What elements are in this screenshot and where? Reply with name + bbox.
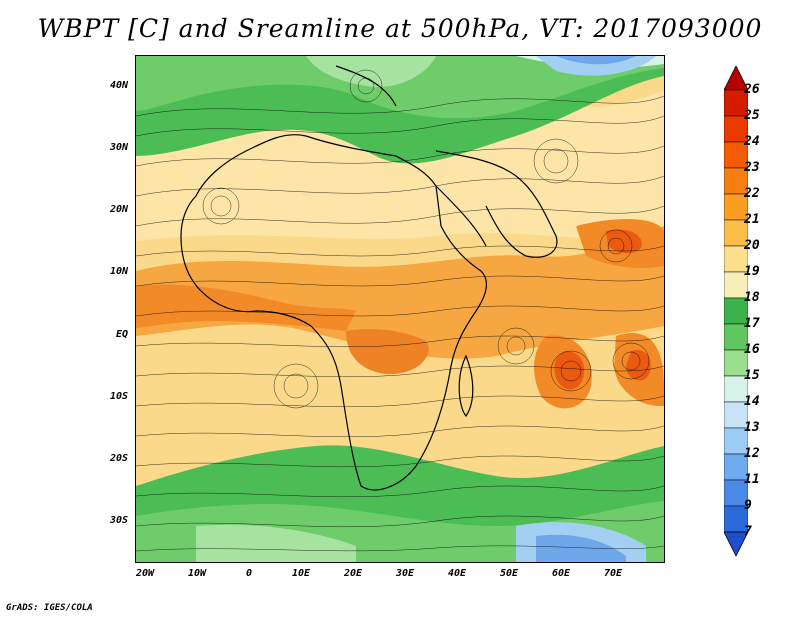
colorbar-segment [724,89,748,117]
colorbar-segment [724,505,748,533]
colorbar-label: 18 [744,290,760,305]
lon-label-60e: 60E [551,568,571,579]
colorbar-label: 15 [744,368,760,383]
lat-label-10n: 10N [109,266,128,277]
colorbar-segment [724,427,748,455]
footer-credit: GrADS: IGES/COLA [6,603,93,613]
lat-label-30n: 30N [109,142,128,153]
lon-label-30e: 30E [395,568,415,579]
streamline-map [135,55,665,563]
colorbar-label: 25 [744,108,760,123]
lon-label-70e: 70E [603,568,623,579]
map-title: WBPT [C] and Sreamline at 500hPa, VT: 20… [37,14,763,43]
lat-label-40n: 40N [109,80,128,91]
lon-label-20w: 20W [135,568,155,579]
colorbar-segment [724,245,748,273]
colorbar-label: 7 [744,524,752,539]
lon-label-0: 0 [245,568,253,579]
lat-label-eq: EQ [115,329,128,340]
colorbar-segment [724,479,748,507]
colorbar-label: 11 [744,472,760,487]
colorbar-segment [724,401,748,429]
colorbar-segment [724,297,748,325]
colorbar-label: 22 [744,186,760,201]
lat-label-20n: 20N [109,204,128,215]
colorbar-bottom-triangle [724,531,748,556]
colorbar-segment [724,453,748,481]
colorbar-label: 14 [744,394,760,409]
colorbar-segment [724,323,748,351]
colorbar-label: 19 [744,264,760,279]
colorbar-label: 21 [744,212,760,227]
colorbar-label: 20 [744,238,760,253]
colorbar-label: 16 [744,342,760,357]
lon-label-10e: 10E [291,568,311,579]
lat-label-20s: 20S [109,453,128,464]
lon-label-50e: 50E [499,568,519,579]
colorbar-label: 24 [744,134,760,149]
colorbar [724,66,748,556]
lon-label-40e: 40E [447,568,467,579]
colorbar-label: 23 [744,160,760,175]
colorbar-label: 12 [744,446,760,461]
colorbar-label: 13 [744,420,760,435]
colorbar-segment [724,349,748,377]
colorbar-label: 26 [744,82,760,97]
lat-label-30s: 30S [109,515,128,526]
lon-label-20e: 20E [343,568,363,579]
wbpt-field [136,56,664,562]
colorbar-label: 9 [744,498,752,513]
colorbar-label: 17 [744,316,760,331]
lat-label-10s: 10S [109,391,128,402]
lon-label-10w: 10W [187,568,207,579]
colorbar-segment [724,219,748,247]
